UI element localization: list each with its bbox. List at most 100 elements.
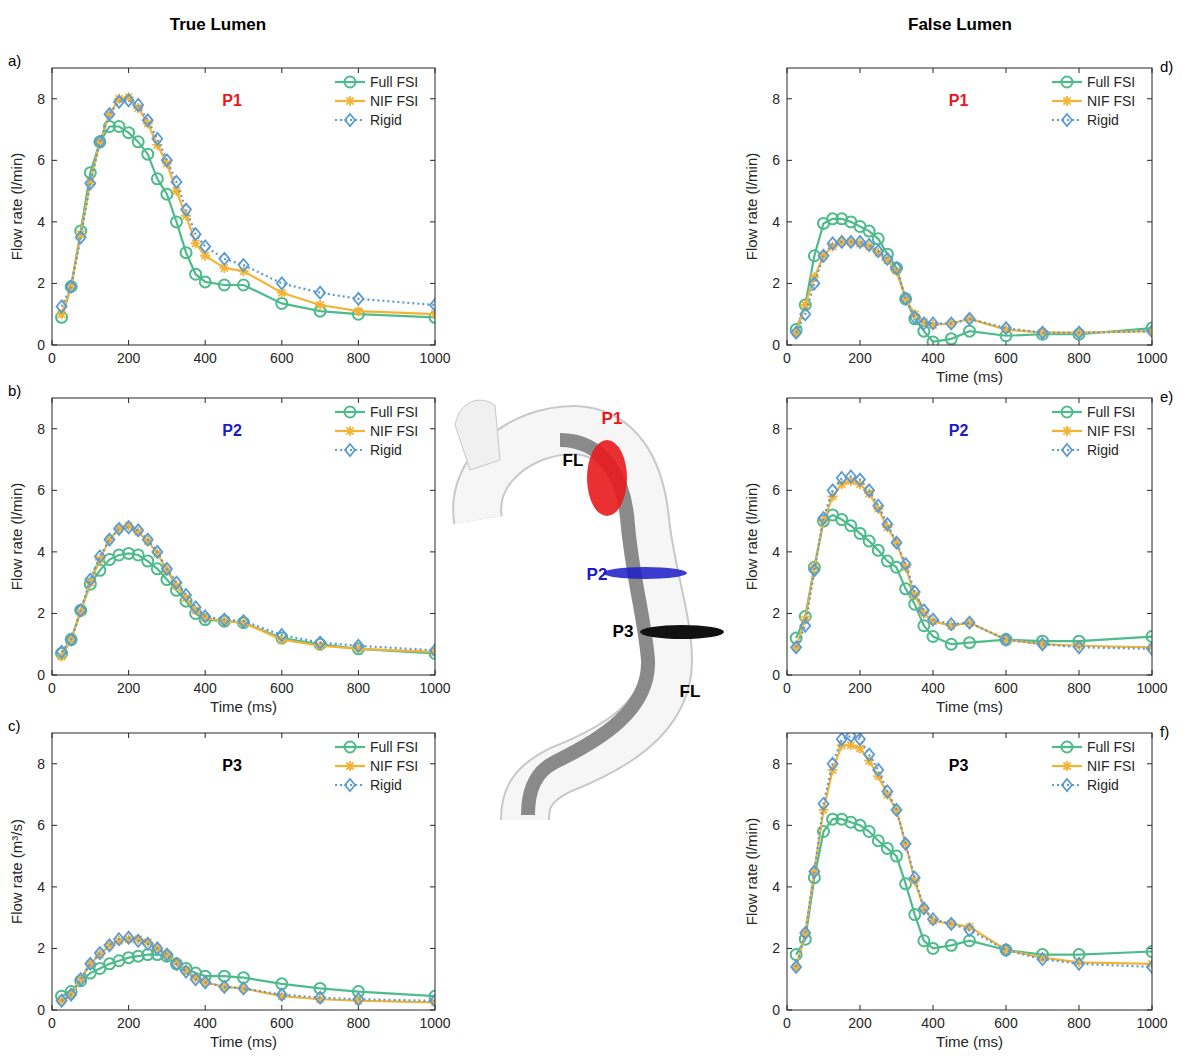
series-group bbox=[56, 92, 435, 323]
data-point bbox=[965, 618, 975, 628]
y-tick bbox=[430, 428, 435, 429]
x-tick-label: 0 bbox=[783, 350, 791, 366]
y-tick-label: 6 bbox=[772, 482, 780, 498]
data-point bbox=[315, 287, 325, 299]
x-tick bbox=[860, 670, 861, 675]
legend-label: NIF FSI bbox=[1087, 93, 1135, 109]
plot-area bbox=[787, 68, 1152, 345]
data-point bbox=[892, 537, 902, 549]
x-tick bbox=[358, 68, 359, 73]
x-tick bbox=[281, 670, 282, 675]
x-tick bbox=[358, 398, 359, 403]
legend-swatch bbox=[335, 784, 365, 786]
x-tick-label: 400 bbox=[921, 1015, 945, 1031]
data-point bbox=[855, 474, 865, 486]
data-point bbox=[919, 604, 929, 616]
legend: Full FSINIF FSIRigid bbox=[335, 74, 418, 128]
plot-frame bbox=[52, 68, 435, 345]
series-line bbox=[796, 819, 1152, 954]
data-point bbox=[238, 279, 249, 290]
series-line bbox=[796, 219, 1152, 342]
data-point bbox=[965, 924, 975, 936]
x-tick bbox=[933, 68, 934, 73]
x-tick bbox=[205, 733, 206, 738]
x-tick bbox=[1006, 68, 1007, 73]
plot-area bbox=[52, 68, 435, 345]
data-point bbox=[133, 935, 143, 947]
data-point bbox=[892, 804, 902, 816]
data-point bbox=[430, 995, 435, 1007]
plot-frame bbox=[787, 733, 1152, 1010]
data-point bbox=[864, 226, 875, 237]
series-line bbox=[62, 527, 435, 652]
data-point bbox=[1147, 643, 1152, 655]
data-point bbox=[142, 149, 153, 160]
series-line bbox=[796, 242, 1152, 333]
data-point bbox=[277, 629, 287, 641]
x-tick bbox=[205, 68, 206, 73]
data-point bbox=[200, 276, 211, 287]
y-tick-label: 0 bbox=[772, 337, 780, 353]
diagram-label: FL bbox=[563, 451, 584, 470]
data-point bbox=[828, 758, 838, 770]
legend-swatch bbox=[1052, 746, 1082, 748]
legend-marker bbox=[345, 96, 355, 106]
data-point bbox=[104, 535, 114, 545]
data-point bbox=[1147, 961, 1152, 973]
x-tick bbox=[933, 1005, 934, 1010]
data-point bbox=[143, 534, 153, 546]
y-axis-title: Flow rate (l/min) bbox=[743, 818, 760, 926]
data-point bbox=[800, 927, 810, 939]
data-point bbox=[219, 279, 230, 290]
data-point bbox=[855, 236, 865, 248]
data-point bbox=[219, 614, 229, 626]
y-tick bbox=[430, 283, 435, 284]
data-point bbox=[828, 484, 838, 496]
panel: 0200400600800100002468P1d)Time (ms)Flow … bbox=[743, 58, 1173, 385]
x-tick bbox=[1079, 398, 1080, 403]
x-tick bbox=[358, 733, 359, 738]
data-point bbox=[239, 259, 249, 271]
data-point bbox=[353, 306, 363, 316]
data-point bbox=[152, 173, 163, 184]
data-point bbox=[181, 966, 191, 978]
y-tick bbox=[1147, 763, 1152, 764]
data-point bbox=[181, 589, 191, 601]
legend: Full FSINIF FSIRigid bbox=[1052, 739, 1135, 793]
y-tick bbox=[1147, 221, 1152, 222]
x-tick-label: 200 bbox=[117, 350, 141, 366]
series-line bbox=[796, 481, 1152, 647]
x-tick bbox=[860, 340, 861, 345]
x-tick-label: 800 bbox=[347, 1015, 371, 1031]
data-point bbox=[162, 950, 172, 960]
data-point bbox=[114, 96, 124, 108]
data-point bbox=[928, 317, 938, 329]
series-group bbox=[791, 470, 1152, 654]
aorta-diagram: P1FLP2P3FL bbox=[455, 400, 724, 820]
plot-frame bbox=[52, 733, 435, 1010]
series-line bbox=[62, 939, 435, 1002]
data-point bbox=[1001, 944, 1012, 955]
x-tick-label: 0 bbox=[48, 350, 56, 366]
data-point bbox=[315, 637, 325, 649]
data-point bbox=[124, 521, 134, 533]
data-point bbox=[791, 327, 801, 339]
data-point bbox=[104, 940, 114, 950]
y-tick bbox=[52, 283, 57, 284]
data-point bbox=[928, 614, 938, 626]
data-point bbox=[892, 262, 902, 274]
y-tick bbox=[787, 428, 792, 429]
data-point bbox=[171, 176, 181, 188]
y-tick bbox=[52, 886, 57, 887]
data-point bbox=[846, 470, 856, 482]
y-tick bbox=[52, 98, 57, 99]
y-tick bbox=[1147, 886, 1152, 887]
panel: 0200400600800100002468P1a)Flow rate (l/m… bbox=[8, 52, 451, 366]
x-tick bbox=[281, 340, 282, 345]
x-tick bbox=[205, 340, 206, 345]
data-point bbox=[277, 989, 287, 1001]
x-tick bbox=[933, 670, 934, 675]
data-point bbox=[143, 938, 153, 950]
data-point bbox=[892, 538, 902, 548]
x-tick-label: 1000 bbox=[1136, 350, 1167, 366]
